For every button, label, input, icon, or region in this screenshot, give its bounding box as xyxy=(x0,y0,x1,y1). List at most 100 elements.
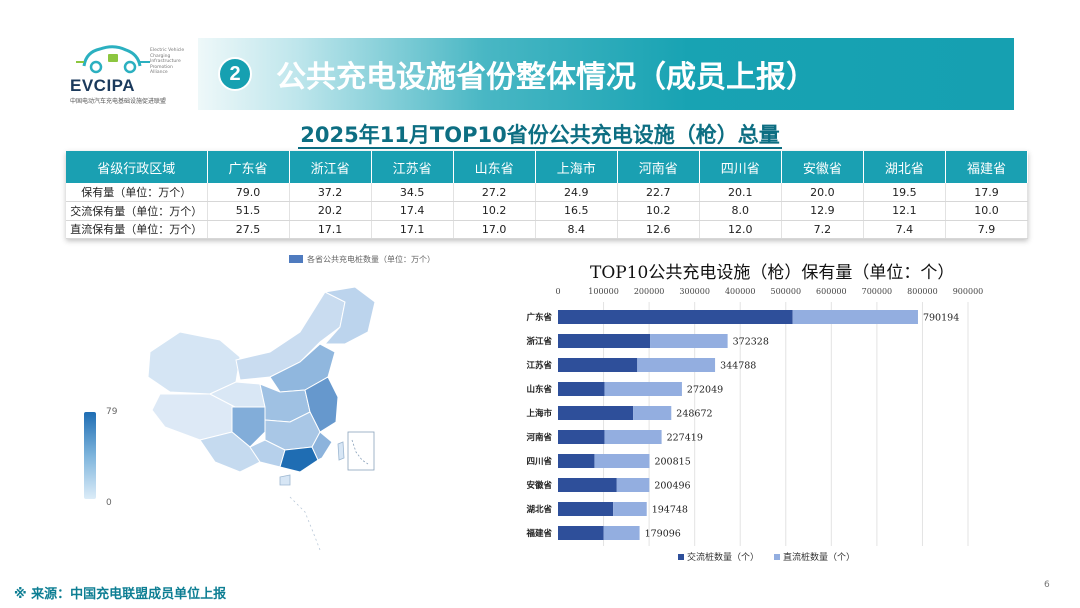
table-cell: 51.5 xyxy=(207,201,290,221)
table-cell: 12.9 xyxy=(781,201,864,221)
table-cell: 27.2 xyxy=(453,183,536,202)
map-scale-max: 79 xyxy=(106,407,118,417)
legend-swatch xyxy=(678,554,684,560)
table-cell: 7.9 xyxy=(945,220,1029,239)
dc-bar xyxy=(792,310,918,324)
table-row: 交流保有量（单位：万个） 51.5 20.2 17.4 10.2 16.5 10… xyxy=(66,201,1029,221)
category-label: 四川省 xyxy=(526,456,552,467)
south-china-sea-inset xyxy=(347,431,375,471)
province-header: 广东省 xyxy=(207,151,290,183)
table-cell: 7.2 xyxy=(781,220,864,239)
total-label: 179096 xyxy=(645,529,681,540)
table-cell: 20.2 xyxy=(289,201,372,221)
row-label: 直流保有量（单位：万个） xyxy=(66,220,208,239)
x-tick-label: 0 xyxy=(555,287,560,296)
table-title-text: 2025年11月TOP10省份公共充电设施（枪）总量 xyxy=(298,123,782,149)
table-cell: 12.6 xyxy=(617,220,700,239)
map-region-northwest xyxy=(147,331,241,395)
x-tick-label: 600000 xyxy=(816,287,847,296)
province-header: 福建省 xyxy=(945,151,1029,183)
total-label: 344788 xyxy=(720,361,756,372)
table-cell: 10.2 xyxy=(617,201,700,221)
category-label: 上海市 xyxy=(526,408,552,419)
logo-wordmark: EVCIPA xyxy=(70,76,136,95)
dc-bar xyxy=(613,502,647,516)
table-cell: 27.5 xyxy=(207,220,290,239)
total-label: 790194 xyxy=(923,313,959,324)
stacked-bar-chart: 0 100000 200000 300000 400000 500000 600000 700… xyxy=(525,287,984,563)
province-header: 河南省 xyxy=(617,151,700,183)
map-color-scale xyxy=(84,412,96,499)
ac-bar xyxy=(558,502,614,516)
map-scale-min: 0 xyxy=(106,498,112,508)
total-label: 194748 xyxy=(652,505,688,516)
x-tick-label: 900000 xyxy=(953,287,984,296)
total-label: 272049 xyxy=(687,385,723,396)
table-cell: 16.5 xyxy=(535,201,618,221)
category-label: 浙江省 xyxy=(526,336,552,347)
x-tick-label: 300000 xyxy=(679,287,710,296)
x-tick-label: 400000 xyxy=(725,287,756,296)
page-title: 公共充电设施省份整体情况（成员上报） xyxy=(276,60,816,95)
page-number: 6 xyxy=(1044,580,1050,590)
table-cell: 10.2 xyxy=(453,201,536,221)
map-region-hainan xyxy=(279,474,291,486)
logo-subtitle: 中国电动汽车充电基础设施促进联盟 xyxy=(70,98,167,105)
province-header: 湖北省 xyxy=(863,151,946,183)
table-corner-header: 省级行政区域 xyxy=(66,151,208,183)
row-label: 交流保有量（单位：万个） xyxy=(66,201,208,221)
table-cell: 22.7 xyxy=(617,183,700,202)
table-cell: 8.4 xyxy=(535,220,618,239)
table-cell: 12.0 xyxy=(699,220,782,239)
map-region-guangdong xyxy=(279,446,319,473)
table-header-row: 省级行政区域 广东省 浙江省 江苏省 山东省 上海市 河南省 四川省 安徽省 湖… xyxy=(66,151,1029,183)
table-cell: 17.4 xyxy=(371,201,454,221)
top10-table: 省级行政区域 广东省 浙江省 江苏省 山东省 上海市 河南省 四川省 安徽省 湖… xyxy=(66,151,1029,239)
table-cell: 79.0 xyxy=(207,183,290,202)
map-legend-swatch xyxy=(289,255,303,263)
dc-bar xyxy=(616,478,650,492)
dc-bar xyxy=(633,406,672,420)
table-cell: 17.9 xyxy=(945,183,1029,202)
ac-bar xyxy=(558,406,634,420)
total-label: 227419 xyxy=(667,433,703,444)
legend-swatch xyxy=(774,554,780,560)
table-cell: 37.2 xyxy=(289,183,372,202)
dc-bar xyxy=(603,526,640,540)
table-cell: 24.9 xyxy=(535,183,618,202)
map-region-sichuan xyxy=(231,406,266,448)
ac-bar xyxy=(558,526,604,540)
category-label: 河南省 xyxy=(526,432,552,443)
ac-bar xyxy=(558,310,793,324)
province-header: 上海市 xyxy=(535,151,618,183)
province-header: 江苏省 xyxy=(371,151,454,183)
source-note: ※ 来源：中国充电联盟成员单位上报 xyxy=(14,587,227,602)
table-cell: 20.0 xyxy=(781,183,864,202)
ac-bar xyxy=(558,358,638,372)
table-row: 直流保有量（单位：万个） 27.5 17.1 17.1 17.0 8.4 12.… xyxy=(66,220,1029,239)
category-label: 福建省 xyxy=(525,528,552,539)
table-title: 2025年11月TOP10省份公共充电设施（枪）总量 xyxy=(0,119,1080,149)
x-tick-label: 700000 xyxy=(862,287,893,296)
row-label: 保有量（单位：万个） xyxy=(66,183,208,202)
table-cell: 7.4 xyxy=(863,220,946,239)
map-region-northeast xyxy=(323,286,376,345)
ac-bar xyxy=(558,478,617,492)
dc-bar xyxy=(637,358,716,372)
category-label: 安徽省 xyxy=(526,480,552,491)
map-region-fujian xyxy=(311,431,333,461)
x-tick-label: 800000 xyxy=(907,287,938,296)
map-legend-label: 各省公共充电桩数量（单位：万个） xyxy=(307,255,435,264)
dc-bar xyxy=(594,454,650,468)
province-header: 四川省 xyxy=(699,151,782,183)
ac-bar xyxy=(558,334,651,348)
category-label: 湖北省 xyxy=(526,504,552,515)
table-cell: 10.0 xyxy=(945,201,1029,221)
section-banner: 2 公共充电设施省份整体情况（成员上报） xyxy=(198,38,1014,110)
ac-bar xyxy=(558,430,605,444)
table-cell: 12.1 xyxy=(863,201,946,221)
china-choropleth-map xyxy=(147,286,376,551)
table-cell: 17.1 xyxy=(371,220,454,239)
legend-label: 交流桩数量（个） xyxy=(687,551,759,563)
table-row: 保有量（单位：万个） 79.0 37.2 34.5 27.2 24.9 22.7… xyxy=(66,183,1029,202)
